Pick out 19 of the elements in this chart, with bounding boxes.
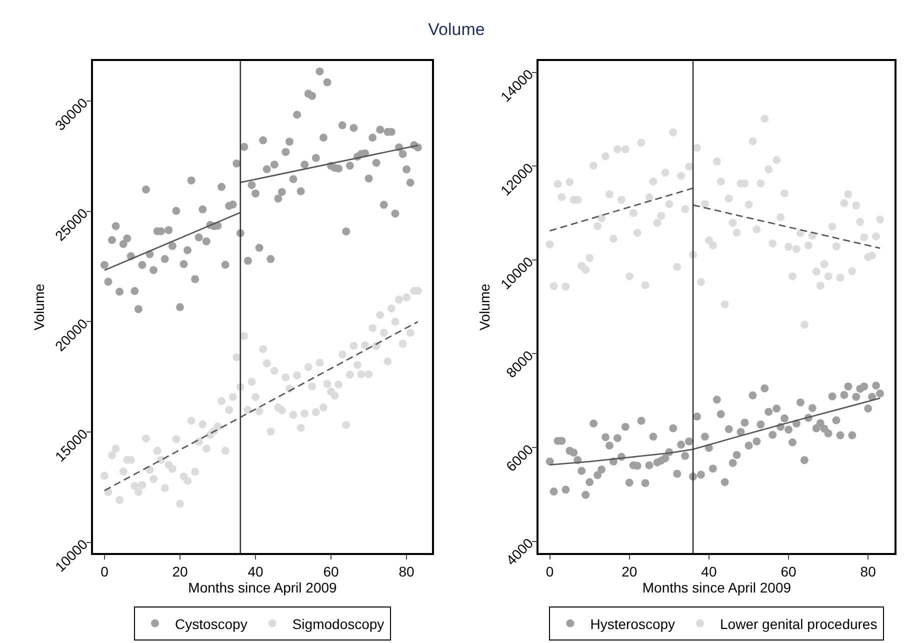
x-tick-label: 60 xyxy=(323,564,340,580)
legend-label: Lower genital procedures xyxy=(720,616,878,632)
x-tick-label: 20 xyxy=(622,564,638,580)
x-tick-label: 60 xyxy=(780,564,797,580)
x-tick-label: 0 xyxy=(546,564,554,580)
x-axis-title: Months since April 2009 xyxy=(188,580,338,596)
legend-label: Cystoscopy xyxy=(174,616,248,632)
chart-title: Volume xyxy=(428,20,485,39)
x-axis-title: Months since April 2009 xyxy=(642,580,792,596)
legend-label: Sigmodoscopy xyxy=(292,616,384,632)
legend-label: Hysteroscopy xyxy=(590,616,676,632)
x-tick-label: 80 xyxy=(398,564,415,580)
x-tick-label: 0 xyxy=(100,564,109,580)
x-tick-label: 80 xyxy=(860,564,876,580)
x-tick-label: 20 xyxy=(172,564,188,580)
x-tick-label: 40 xyxy=(701,564,717,580)
y-axis-title: Volume xyxy=(476,283,492,330)
x-tick-label: 40 xyxy=(248,564,264,580)
y-axis-title: Volume xyxy=(30,283,47,330)
